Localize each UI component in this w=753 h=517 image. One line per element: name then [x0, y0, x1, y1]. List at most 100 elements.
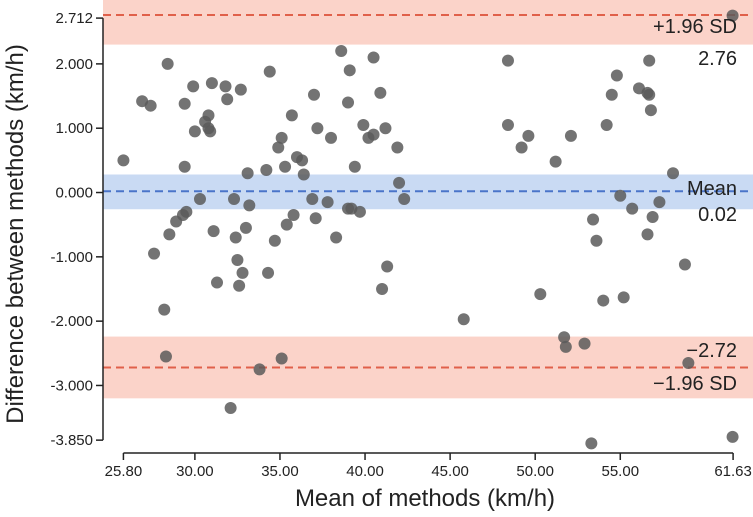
data-point — [726, 9, 739, 22]
data-point — [280, 218, 293, 231]
data-point — [501, 118, 514, 131]
data-point — [678, 258, 691, 271]
data-point — [287, 209, 300, 222]
data-point — [279, 160, 292, 173]
data-point — [187, 80, 200, 93]
data-point — [144, 99, 157, 112]
data-point — [522, 129, 535, 142]
data-point — [243, 199, 256, 212]
upper-value-label: 2.76 — [698, 48, 737, 70]
upper-sd-label: +1.96 SD — [653, 16, 737, 38]
data-point — [398, 192, 411, 205]
data-point — [296, 154, 309, 167]
data-point — [617, 291, 630, 304]
data-point — [159, 350, 172, 363]
data-point — [641, 228, 654, 241]
data-point — [307, 88, 320, 101]
data-point — [393, 176, 406, 189]
x-tick-label: 55.00 — [602, 463, 640, 480]
data-point — [163, 228, 176, 241]
data-point — [534, 288, 547, 301]
data-point — [501, 54, 514, 67]
data-point — [597, 294, 610, 307]
data-point — [643, 88, 656, 101]
data-point — [379, 122, 392, 135]
y-tick-label: 1.000 — [55, 120, 93, 137]
x-tick-label: 50.00 — [516, 463, 554, 480]
mean-value-label: 0.02 — [698, 204, 737, 226]
data-point — [605, 88, 618, 101]
data-point — [667, 167, 680, 180]
data-point — [587, 213, 600, 226]
data-point — [297, 168, 310, 181]
data-point — [549, 155, 562, 168]
data-point — [285, 109, 298, 122]
data-point — [229, 231, 242, 244]
data-point — [376, 282, 389, 295]
x-tick-label: 61.63 — [714, 463, 752, 480]
data-point — [309, 212, 322, 225]
data-point — [457, 313, 470, 326]
data-point — [614, 189, 627, 202]
data-point — [367, 128, 380, 141]
data-point — [644, 104, 657, 117]
data-point — [231, 254, 244, 267]
y-tick-label: -3.850 — [50, 432, 93, 449]
data-point — [228, 192, 241, 205]
data-point — [260, 164, 273, 177]
data-point — [180, 205, 193, 218]
y-tick-label: -2.000 — [50, 313, 93, 330]
data-point — [241, 167, 254, 180]
lower-sd-label: −1.96 SD — [653, 373, 737, 395]
data-point — [353, 205, 366, 218]
axes: 2.712 2.000 1.000 0.000 -1.000 -2.000 -3.000 -3… — [50, 10, 751, 480]
data-point — [117, 154, 130, 167]
y-tick-label: 0.000 — [55, 185, 93, 202]
data-point — [321, 196, 334, 209]
data-point — [335, 45, 348, 58]
data-point — [381, 260, 394, 273]
y-tick-label: 2.712 — [55, 10, 93, 27]
data-point — [330, 231, 343, 244]
data-point — [234, 83, 247, 96]
data-point — [275, 352, 288, 365]
upper-loa-band — [103, 0, 753, 45]
data-point — [161, 57, 174, 70]
data-point — [643, 54, 656, 67]
y-axis-title: Difference between methods (km/h) — [2, 44, 29, 424]
data-point — [626, 202, 639, 215]
data-point — [178, 160, 191, 173]
data-point — [148, 247, 161, 260]
x-tick-label: 30.00 — [176, 463, 214, 480]
x-tick-label: 25.80 — [105, 463, 143, 480]
data-point — [193, 192, 206, 205]
data-point — [204, 125, 217, 138]
data-point — [357, 118, 370, 131]
data-point — [515, 141, 528, 154]
data-point — [224, 401, 237, 414]
data-point — [219, 80, 232, 93]
data-point — [311, 122, 324, 135]
data-point — [275, 131, 288, 144]
data-point — [262, 266, 275, 279]
data-point — [268, 234, 281, 247]
data-points — [117, 9, 739, 450]
data-point — [343, 64, 356, 77]
data-point — [263, 65, 276, 78]
mean-label: Mean — [687, 178, 737, 200]
data-point — [202, 109, 215, 122]
x-tick-label: 40.00 — [346, 463, 384, 480]
y-tick-label: -1.000 — [50, 249, 93, 266]
data-point — [205, 77, 218, 90]
data-point — [590, 234, 603, 247]
data-point — [239, 221, 252, 234]
data-point — [207, 225, 220, 238]
data-point — [726, 430, 739, 443]
data-point — [585, 437, 598, 450]
data-point — [211, 276, 224, 289]
data-point — [325, 131, 338, 144]
data-point — [374, 86, 387, 99]
x-tick-label: 35.00 — [261, 463, 299, 480]
data-point — [600, 118, 613, 131]
